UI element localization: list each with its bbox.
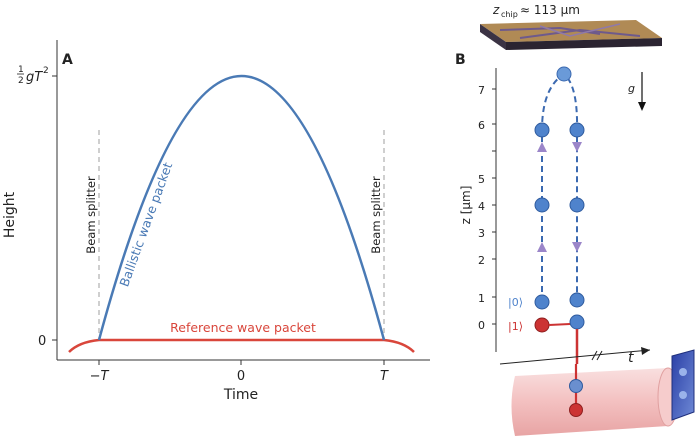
detector-spot-lower: [679, 391, 687, 399]
panel-b: B z chip ≈ 113 μm g: [455, 3, 695, 436]
svg-text:gT: gT: [26, 70, 43, 85]
svg-text:≈ 113 μm: ≈ 113 μm: [520, 3, 580, 17]
trajectory-path: [541, 72, 579, 302]
ground-link: [548, 323, 571, 326]
z-axis-tick-labels: 0 1 2 3 4 5 6 7: [478, 84, 485, 332]
x-tick-label-zero: 0: [237, 369, 245, 384]
time-axis: [499, 349, 651, 365]
svg-text:2: 2: [43, 66, 49, 76]
chip-height-label: z chip ≈ 113 μm: [492, 3, 580, 19]
svg-text:0: 0: [478, 319, 485, 332]
axis-break-1: [591, 350, 598, 361]
y-axis-label: Height: [2, 191, 18, 238]
gravity-label: g: [628, 82, 635, 95]
axis-break-2: [596, 350, 603, 361]
z-axis-ticks: [492, 88, 496, 325]
packet-apex: [556, 66, 572, 82]
ballistic-wave-packet-label: Ballistic wave packet: [116, 160, 175, 288]
panel-a: A 1 2 gT 2 0 −T 0 T Time Height Beam spl…: [2, 40, 430, 403]
packet-left-1: [534, 294, 550, 310]
svg-text:1: 1: [478, 292, 485, 305]
z-axis-label: z [μm]: [459, 186, 473, 225]
arrow-down-upper: [572, 142, 582, 152]
packet-ground-left: [534, 317, 550, 333]
y-tick-label-zero: 0: [38, 334, 46, 349]
svg-text:2: 2: [478, 254, 485, 267]
x-tick-label-neg-t: −T: [90, 369, 110, 384]
svg-text:7: 7: [478, 84, 485, 97]
beam-splitter-label-right: Beam splitter: [369, 176, 383, 254]
time-axis-label: t: [628, 350, 634, 366]
x-tick-label-t: T: [380, 369, 389, 384]
cylinder-packet-red: [569, 403, 583, 417]
arrow-up-upper: [537, 142, 547, 152]
svg-text:z: z: [492, 3, 500, 17]
svg-text:2: 2: [18, 76, 24, 86]
svg-text:3: 3: [478, 227, 485, 240]
detector-spot-upper: [679, 368, 687, 376]
state-0-label: |0⟩: [508, 296, 523, 309]
svg-text:5: 5: [478, 173, 485, 186]
reference-wave-packet-label: Reference wave packet: [170, 320, 316, 335]
arrow-up-lower: [537, 242, 547, 252]
packet-left-4: [534, 197, 550, 213]
panel-b-label: B: [455, 52, 466, 68]
time-axis-arrowhead: [641, 347, 650, 355]
packet-right-6: [569, 122, 585, 138]
packet-right-1: [569, 292, 585, 308]
cylinder-beam: [511, 367, 679, 436]
packet-right-0: [569, 314, 585, 330]
panel-a-label: A: [62, 52, 73, 68]
svg-text:4: 4: [478, 200, 485, 213]
svg-text:1: 1: [18, 65, 24, 75]
svg-text:6: 6: [478, 119, 485, 132]
packet-left-6: [534, 122, 550, 138]
reference-wave-packet-curve: [68, 338, 415, 353]
beam-splitter-label-left: Beam splitter: [84, 176, 98, 254]
x-axis-label: Time: [223, 387, 258, 403]
state-1-label: |1⟩: [508, 320, 523, 333]
chip-image: [480, 20, 662, 50]
cylinder-packet-blue: [569, 379, 583, 393]
ballistic-wave-packet-curve: [97, 75, 386, 341]
detector-plate: [671, 349, 695, 421]
arrow-down-lower: [572, 242, 582, 252]
gravity-arrowhead: [638, 102, 646, 111]
y-tick-label-top: 1 2 gT 2: [17, 65, 49, 86]
packet-right-4: [569, 197, 585, 213]
svg-text:chip: chip: [501, 10, 518, 19]
